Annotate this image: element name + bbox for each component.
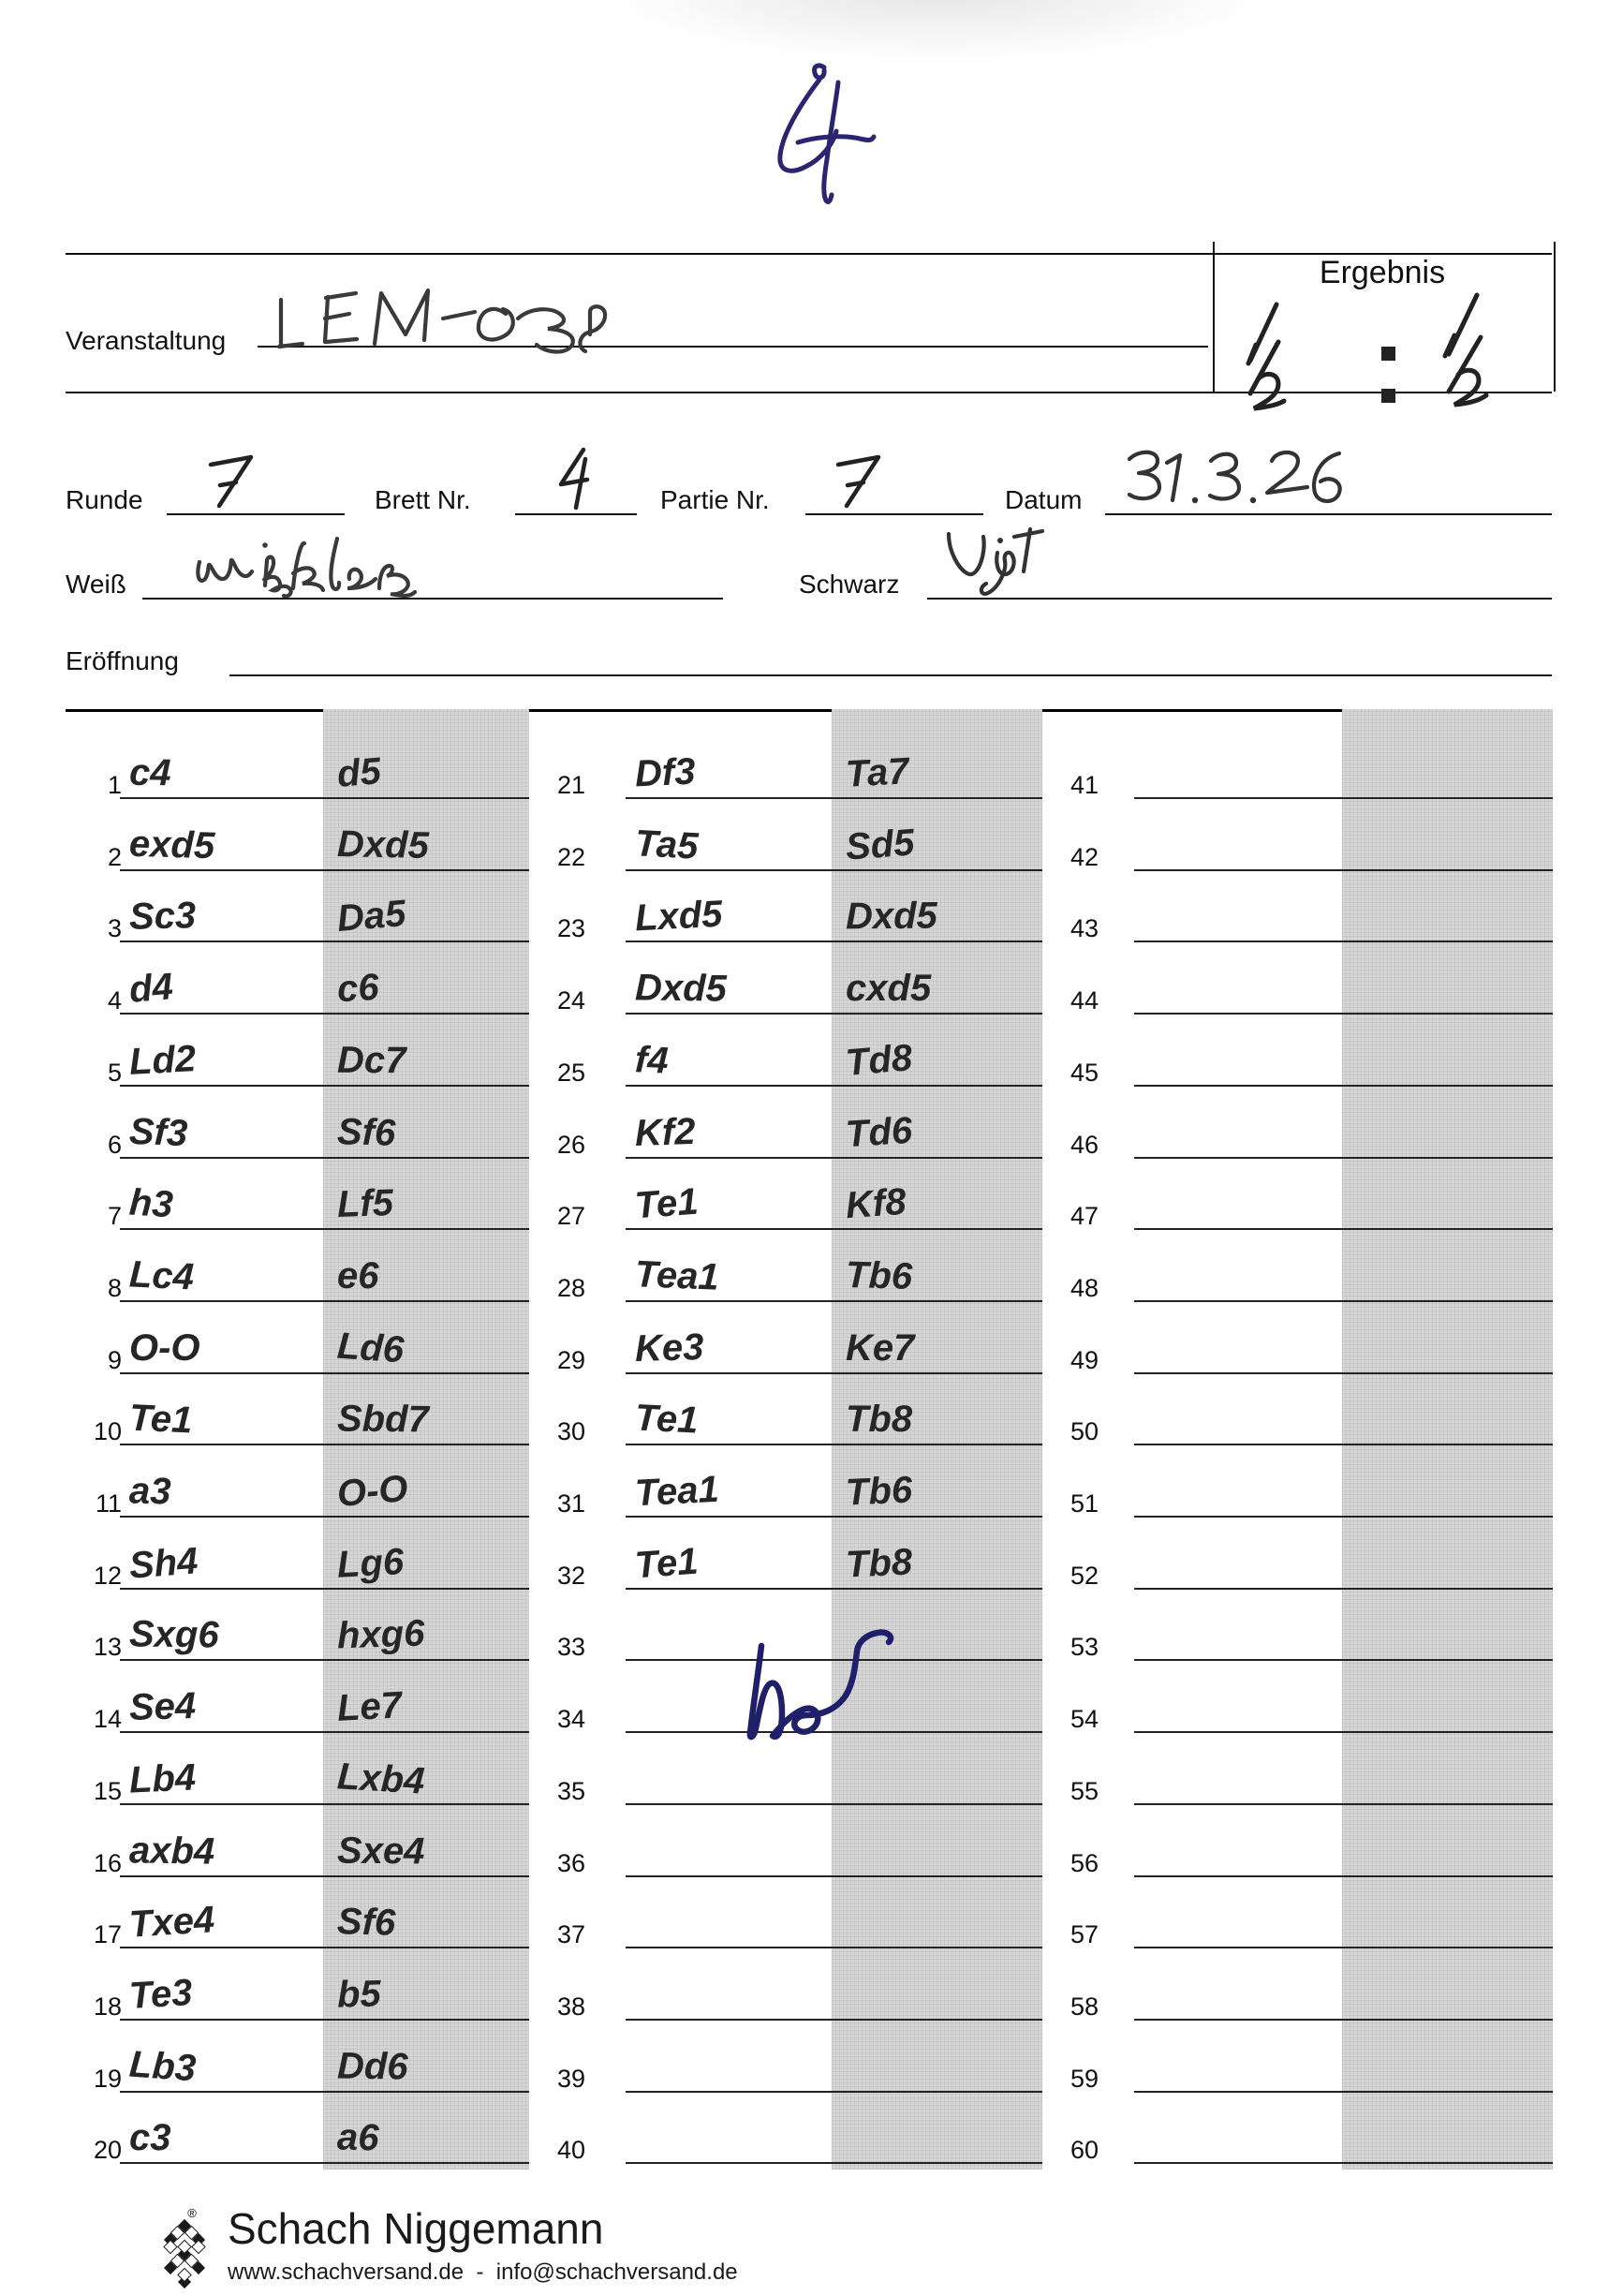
svg-text:®: ® bbox=[187, 2206, 197, 2220]
